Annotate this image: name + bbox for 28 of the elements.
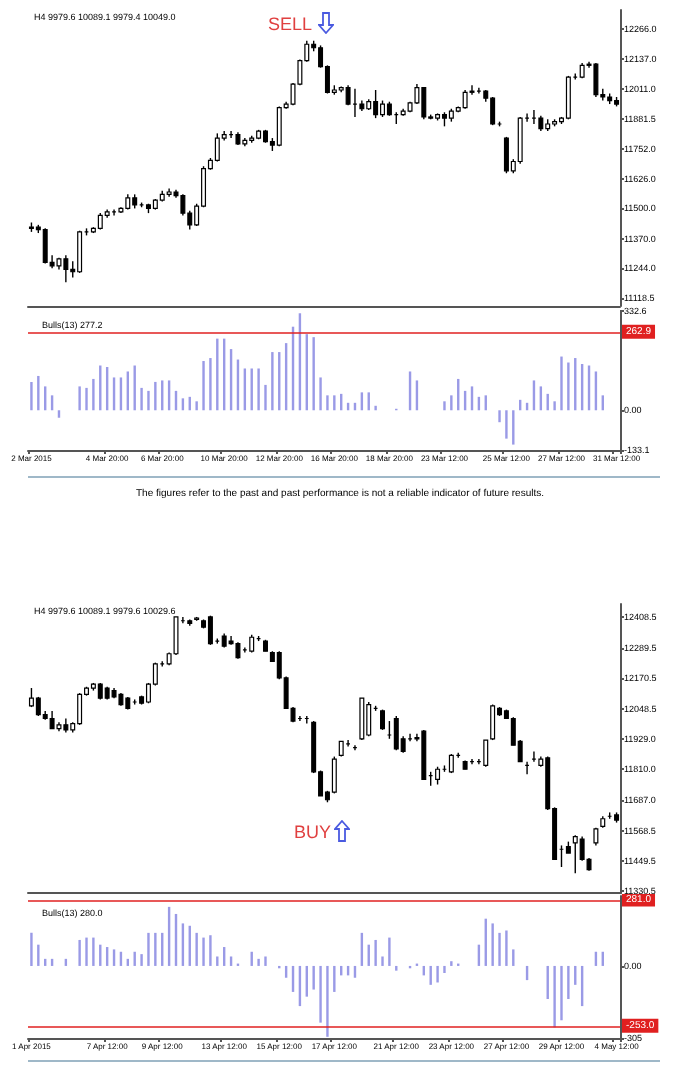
candlestick bbox=[421, 86, 427, 120]
candlestick bbox=[490, 703, 496, 741]
candlestick bbox=[35, 696, 41, 717]
candlestick bbox=[166, 187, 172, 198]
candlestick bbox=[214, 132, 220, 163]
candlestick bbox=[483, 739, 489, 768]
candlestick bbox=[373, 89, 379, 119]
annotation: BUY bbox=[294, 822, 332, 842]
candlestick bbox=[331, 755, 337, 795]
candlestick bbox=[393, 715, 399, 751]
candlestick bbox=[366, 701, 372, 737]
candlestick bbox=[42, 227, 48, 265]
candlestick bbox=[517, 116, 523, 165]
candlestick bbox=[572, 834, 578, 875]
candlestick bbox=[207, 614, 213, 646]
candlestick bbox=[462, 89, 468, 110]
candlestick bbox=[276, 105, 282, 147]
candlestick bbox=[359, 697, 365, 741]
annotation: SELL bbox=[268, 14, 313, 34]
candlestick bbox=[490, 96, 496, 126]
candlestick bbox=[77, 692, 83, 726]
candlestick bbox=[503, 136, 509, 174]
candlestick bbox=[180, 193, 186, 217]
candlestick bbox=[448, 753, 454, 774]
candlestick bbox=[593, 62, 599, 98]
candlestick bbox=[77, 230, 83, 274]
candlestick bbox=[63, 254, 69, 284]
candlestick bbox=[28, 687, 34, 708]
